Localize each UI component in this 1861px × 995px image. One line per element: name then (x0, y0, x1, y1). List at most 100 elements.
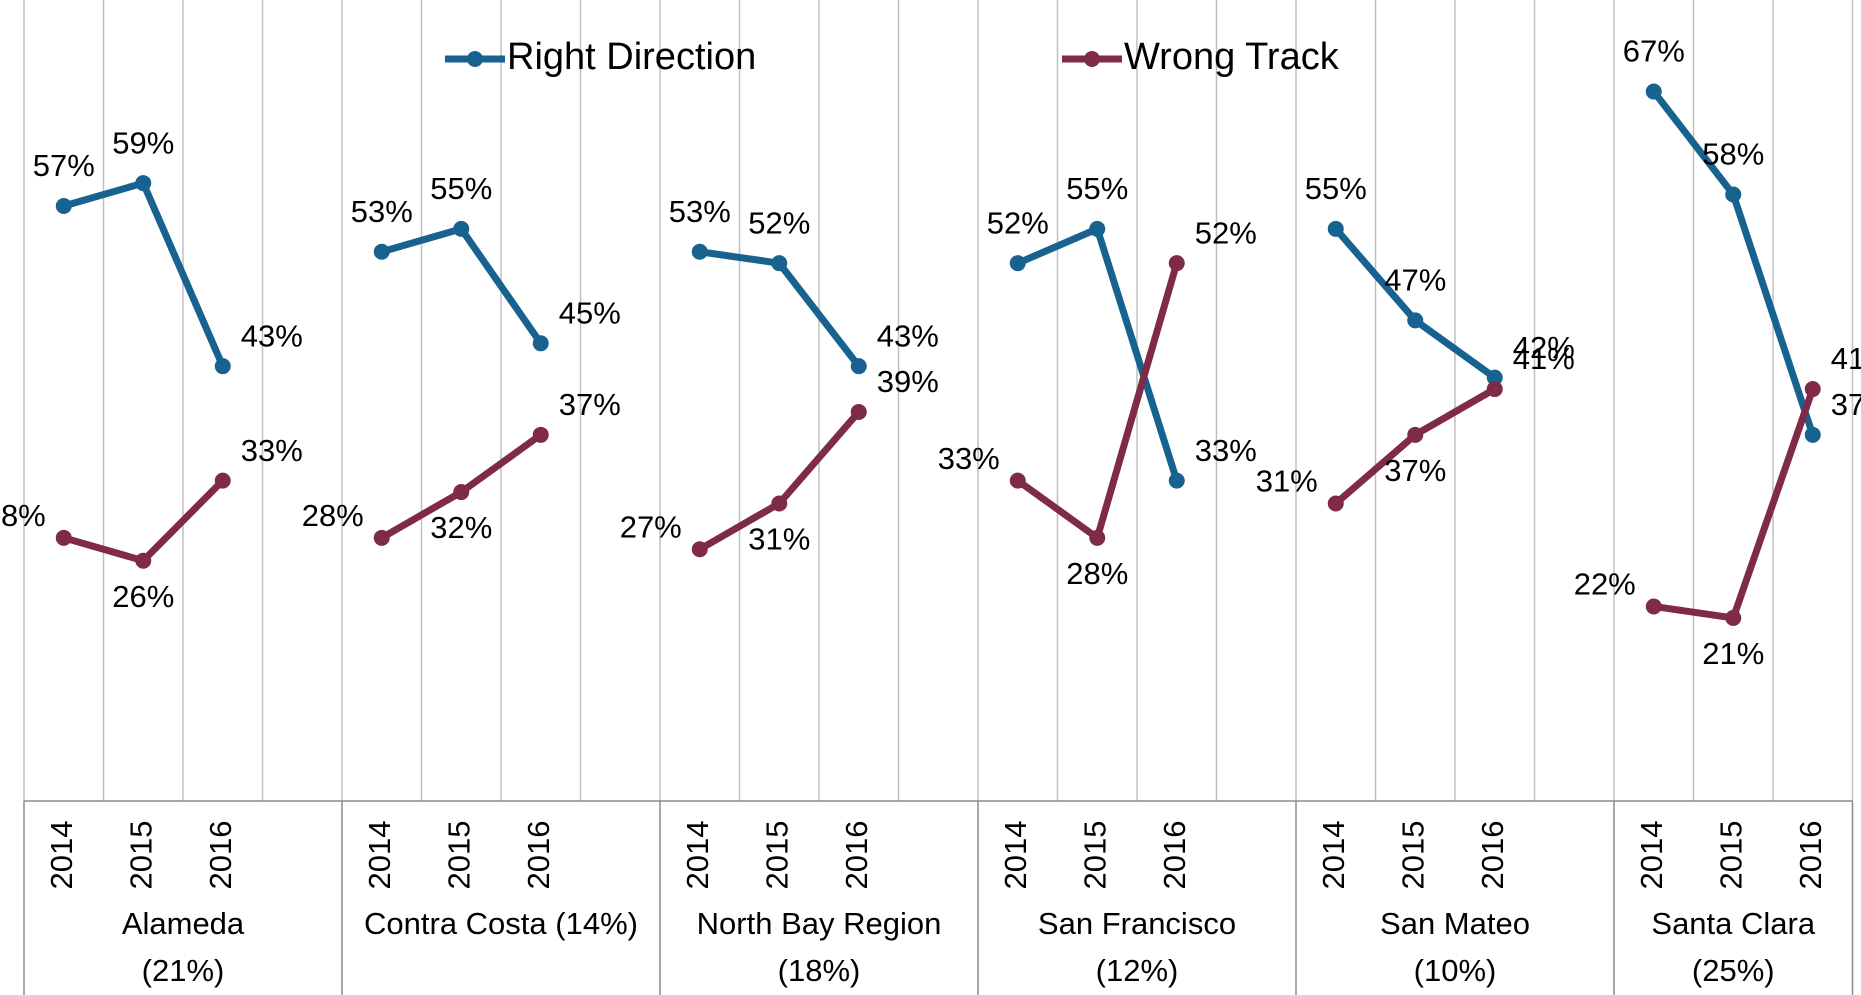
data-point (1725, 609, 1742, 626)
data-point (55, 197, 72, 214)
data-point (1645, 598, 1662, 615)
data-point (771, 255, 788, 272)
data-label: 55% (430, 171, 492, 206)
data-label: 31% (1256, 464, 1318, 499)
data-point (1327, 495, 1344, 512)
data-point (691, 541, 708, 558)
data-label: 43% (241, 318, 303, 353)
data-label: 28% (302, 498, 364, 533)
x-tick-label: 2015 (123, 821, 158, 890)
data-label: 21% (1702, 636, 1764, 671)
data-label: 52% (748, 205, 810, 240)
group-label: (21%) (142, 953, 225, 988)
data-label: 33% (938, 441, 1000, 476)
x-tick-label: 2015 (759, 821, 794, 890)
x-tick-label: 2014 (1316, 821, 1351, 890)
data-label: 67% (1623, 34, 1685, 69)
x-tick-label: 2016 (203, 821, 238, 890)
legend-marker (467, 51, 483, 67)
data-label: 53% (669, 194, 731, 229)
data-label: 37% (1831, 387, 1861, 422)
data-point (532, 335, 549, 352)
data-label: 52% (1195, 215, 1257, 250)
data-point (1725, 186, 1742, 203)
x-tick-label: 2015 (441, 821, 476, 890)
data-point (1486, 381, 1503, 398)
x-tick-label: 2014 (998, 821, 1033, 890)
data-label: 37% (1384, 453, 1446, 488)
data-label: 57% (33, 148, 95, 183)
data-label: 58% (1702, 137, 1764, 172)
data-label: 31% (748, 522, 810, 557)
data-label: 22% (1574, 567, 1636, 602)
data-point (1804, 426, 1821, 443)
data-point (135, 175, 152, 192)
data-point (850, 358, 867, 375)
data-label: 43% (877, 318, 939, 353)
x-tick-label: 2016 (521, 821, 556, 890)
data-point (1407, 312, 1424, 329)
series-line (380, 225, 544, 346)
data-label: 45% (559, 295, 621, 330)
x-tick-label: 2014 (44, 821, 79, 890)
data-point (373, 243, 390, 260)
group-label: (25%) (1692, 953, 1775, 988)
series-line (1653, 387, 1817, 622)
data-point (373, 529, 390, 546)
data-label: 32% (430, 510, 492, 545)
x-tick-label: 2016 (1157, 821, 1192, 890)
legend-label: Right Direction (507, 36, 756, 78)
data-point (771, 495, 788, 512)
data-label: 41% (1831, 341, 1861, 376)
x-tick-label: 2016 (1475, 821, 1510, 890)
data-point (214, 472, 231, 489)
x-tick-label: 2015 (1077, 821, 1112, 890)
data-label: 47% (1384, 263, 1446, 298)
data-point (1089, 220, 1106, 237)
x-tick-label: 2016 (1793, 821, 1828, 890)
data-label: 33% (241, 433, 303, 468)
data-point (453, 220, 470, 237)
data-point (850, 403, 867, 420)
series-line (62, 179, 226, 368)
data-point (1645, 83, 1662, 100)
series-line (1333, 226, 1497, 381)
data-label: 26% (112, 579, 174, 614)
x-tick-label: 2016 (839, 821, 874, 890)
data-point (1327, 220, 1344, 237)
data-point (691, 243, 708, 260)
data-label: 27% (620, 509, 682, 544)
data-label: 42% (1513, 330, 1575, 365)
data-point (1486, 369, 1503, 386)
x-tick-label: 2014 (680, 821, 715, 890)
group-label: Alameda (122, 906, 245, 941)
data-point (1168, 472, 1185, 489)
series-line (62, 478, 226, 565)
data-label: 59% (112, 125, 174, 160)
data-label: 41% (1513, 341, 1575, 376)
x-tick-label: 2015 (1395, 821, 1430, 890)
data-label: 28% (0, 498, 46, 533)
group-label: North Bay Region (697, 906, 942, 941)
data-point (214, 358, 231, 375)
data-point (1089, 529, 1106, 546)
group-label: San Mateo (1380, 906, 1530, 941)
data-label: 55% (1066, 171, 1128, 206)
data-point (1009, 472, 1026, 489)
legend-marker (1084, 51, 1100, 67)
data-label: 55% (1305, 171, 1367, 206)
data-label: 53% (351, 194, 413, 229)
x-tick-label: 2014 (1634, 821, 1669, 890)
data-label: 52% (987, 205, 1049, 240)
data-label: 33% (1195, 433, 1257, 468)
data-label: 37% (559, 387, 621, 422)
data-point (1407, 426, 1424, 443)
legend-label: Wrong Track (1124, 36, 1340, 78)
data-point (532, 426, 549, 443)
data-point (1804, 381, 1821, 398)
x-tick-label: 2015 (1713, 821, 1748, 890)
data-point (55, 529, 72, 546)
data-point (1168, 255, 1185, 272)
data-label: 39% (877, 364, 939, 399)
